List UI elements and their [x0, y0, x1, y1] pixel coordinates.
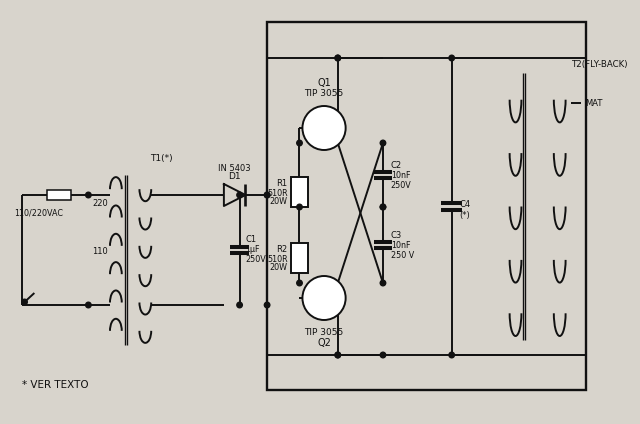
- Text: (*): (*): [460, 211, 470, 220]
- Text: IN 5403: IN 5403: [218, 164, 251, 173]
- Circle shape: [380, 204, 386, 210]
- Circle shape: [264, 302, 270, 308]
- Bar: [47, 190, 70, 200]
- Circle shape: [264, 192, 270, 198]
- Circle shape: [237, 302, 243, 308]
- Bar: [291, 177, 308, 207]
- Circle shape: [335, 55, 340, 61]
- Circle shape: [335, 55, 340, 61]
- Text: C1: C1: [246, 235, 257, 245]
- Circle shape: [297, 204, 302, 210]
- Circle shape: [380, 204, 386, 210]
- Text: 110/220VAC: 110/220VAC: [13, 209, 63, 218]
- Text: T2(FLY-BACK): T2(FLY-BACK): [572, 60, 628, 69]
- Text: 510R: 510R: [267, 189, 288, 198]
- Text: 250 V: 250 V: [391, 251, 414, 259]
- Circle shape: [86, 192, 91, 198]
- Text: 510R: 510R: [267, 254, 288, 263]
- Text: 1μF: 1μF: [246, 245, 260, 254]
- Text: 110: 110: [92, 246, 108, 256]
- Text: R1: R1: [276, 179, 288, 189]
- Text: Q2: Q2: [317, 338, 331, 348]
- Text: 250V: 250V: [391, 181, 412, 190]
- Text: 10nF: 10nF: [391, 170, 410, 179]
- Circle shape: [380, 140, 386, 146]
- Circle shape: [335, 352, 340, 358]
- Circle shape: [22, 299, 28, 305]
- Text: * VER TEXTO: * VER TEXTO: [22, 380, 88, 390]
- Circle shape: [335, 352, 340, 358]
- Circle shape: [264, 192, 270, 198]
- Text: MAT: MAT: [585, 98, 603, 108]
- Text: C4: C4: [460, 200, 470, 209]
- Circle shape: [380, 352, 386, 358]
- Text: 20W: 20W: [269, 198, 288, 206]
- Circle shape: [303, 276, 346, 320]
- Circle shape: [237, 192, 243, 198]
- Circle shape: [297, 280, 302, 286]
- Text: D1: D1: [228, 172, 241, 181]
- Circle shape: [86, 302, 91, 308]
- Text: T1(*): T1(*): [150, 154, 173, 163]
- Circle shape: [449, 352, 454, 358]
- Text: 220: 220: [92, 198, 108, 207]
- Text: C2: C2: [391, 161, 402, 170]
- Text: 20W: 20W: [269, 263, 288, 273]
- Circle shape: [297, 140, 302, 146]
- Bar: [291, 243, 308, 273]
- Circle shape: [449, 55, 454, 61]
- Text: 10nF: 10nF: [391, 240, 410, 249]
- Text: C3: C3: [391, 231, 402, 240]
- Bar: [267, 22, 586, 390]
- Text: TIP 3055: TIP 3055: [305, 328, 344, 337]
- Text: TIP 3055: TIP 3055: [305, 89, 344, 98]
- Circle shape: [303, 106, 346, 150]
- Circle shape: [380, 280, 386, 286]
- Text: Q1: Q1: [317, 78, 331, 88]
- Text: R2: R2: [276, 245, 288, 254]
- Text: 250V: 250V: [246, 256, 266, 265]
